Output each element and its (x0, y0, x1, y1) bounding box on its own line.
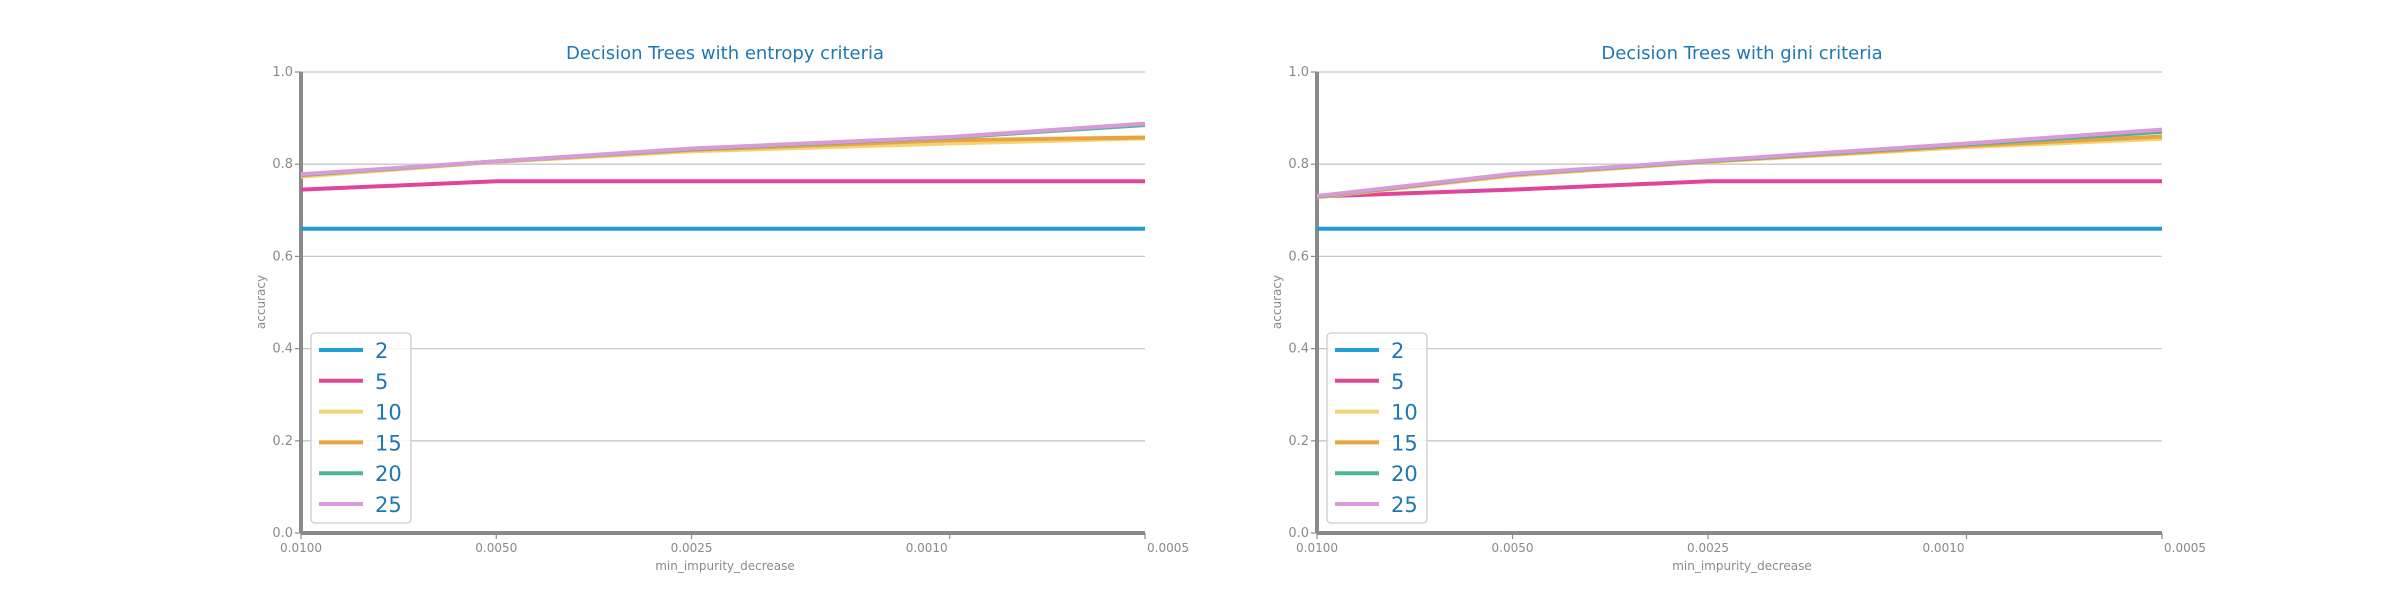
y-tick-label: 0.2 (272, 434, 293, 449)
legend-label: 5 (375, 370, 388, 394)
y-tick-label: 0.6 (272, 249, 293, 264)
legend-label: 20 (375, 462, 402, 486)
series-line-5 (300, 179, 1145, 192)
y-tick-label: 1.0 (272, 65, 293, 80)
chart-title: Decision Trees with gini criteria (1601, 43, 1882, 64)
y-tick-label: 1.0 (1288, 65, 1309, 80)
x-tick-label: 0.0100 (1296, 541, 1338, 555)
x-axis-label: min_impurity_decrease (1672, 559, 1812, 573)
y-tick-label: 0.0 (1288, 526, 1309, 541)
entropy-chart-panel: Decision Trees with entropy criteria min… (254, 43, 1189, 573)
legend-label: 25 (375, 493, 402, 517)
y-tick-label: 0.8 (272, 157, 293, 172)
y-tick-label: 0.2 (1288, 434, 1309, 449)
legend-label: 2 (375, 339, 388, 363)
gini-chart-panel: Decision Trees with gini criteria min_im… (1270, 43, 2206, 573)
y-axis-label: accuracy (1270, 275, 1284, 329)
x-tick-label: 0.0005 (1147, 541, 1189, 555)
y-tick-label: 0.0 (272, 526, 293, 541)
legend-label: 15 (1391, 431, 1418, 455)
series-line-25 (300, 121, 1146, 177)
x-tick-label: 0.0010 (906, 541, 948, 555)
x-tick-label: 0.0025 (671, 541, 713, 555)
x-axis-label: min_impurity_decrease (655, 559, 795, 573)
x-tick-label: 0.0005 (2164, 541, 2206, 555)
y-tick-label: 0.4 (272, 342, 293, 357)
legend-label: 10 (375, 401, 402, 425)
y-axis-label: accuracy (254, 275, 268, 329)
y-tick-label: 0.8 (1288, 157, 1309, 172)
y-tick-label: 0.4 (1288, 342, 1309, 357)
x-tick-label: 0.0100 (280, 541, 322, 555)
x-tick-label: 0.0010 (1922, 541, 1964, 555)
x-tick-label: 0.0025 (1687, 541, 1729, 555)
legend-label: 20 (1391, 462, 1418, 486)
chart-title: Decision Trees with entropy criteria (566, 43, 884, 64)
series-line-25 (1316, 127, 2163, 198)
legend-label: 15 (375, 431, 402, 455)
legend-label: 25 (1391, 493, 1418, 517)
x-tick-label: 0.0050 (475, 541, 517, 555)
series-line-5 (1316, 179, 2162, 199)
x-tick-label: 0.0050 (1492, 541, 1534, 555)
legend-label: 2 (1391, 339, 1404, 363)
y-tick-label: 0.6 (1288, 249, 1309, 264)
legend-label: 10 (1391, 401, 1418, 425)
legend-label: 5 (1391, 370, 1404, 394)
